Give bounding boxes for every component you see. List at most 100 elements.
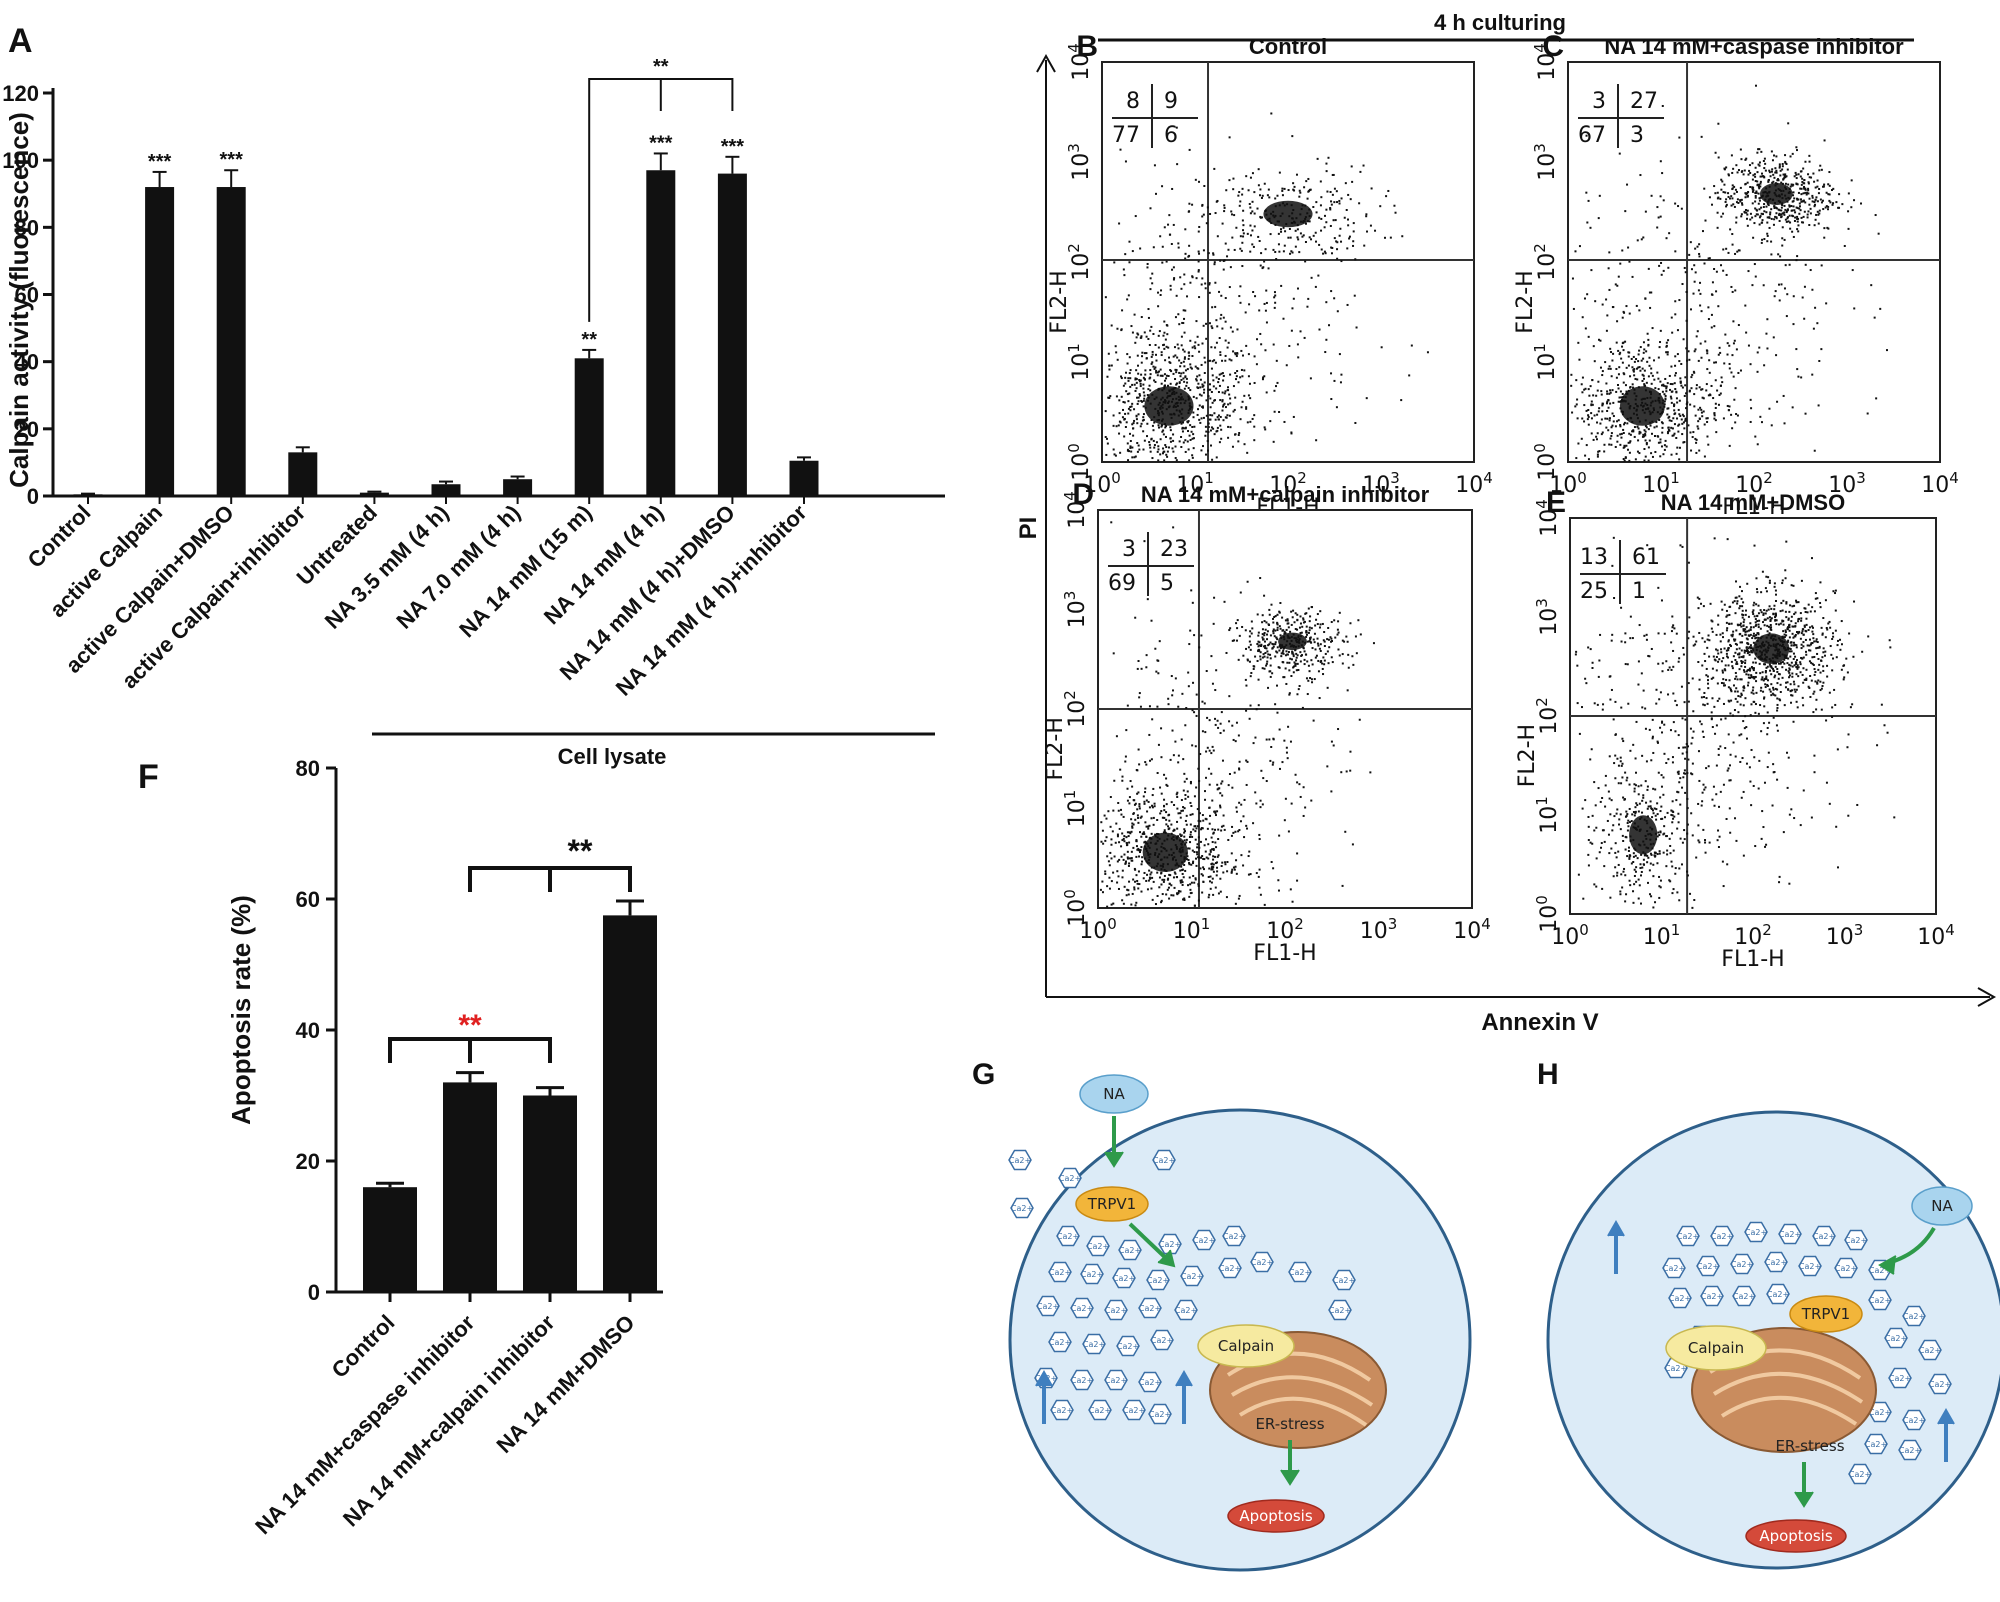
event-dot	[1185, 858, 1188, 861]
event-dot	[1167, 374, 1170, 377]
event-dot	[1717, 156, 1720, 159]
event-dot	[1140, 835, 1143, 838]
event-dot	[1272, 617, 1275, 620]
event-dot	[1141, 419, 1144, 422]
event-dot	[1638, 452, 1641, 455]
event-dot	[1199, 840, 1202, 843]
event-dot	[1174, 378, 1177, 381]
event-dot	[1770, 217, 1773, 220]
event-dot	[1659, 380, 1662, 383]
event-dot	[1183, 356, 1186, 359]
event-dot	[1699, 342, 1702, 345]
event-dot	[1779, 610, 1782, 613]
event-dot	[1644, 439, 1647, 442]
event-dot	[1135, 377, 1138, 380]
event-dot	[1172, 689, 1175, 692]
event-dot	[1151, 457, 1154, 460]
event-dot	[1139, 851, 1142, 854]
event-dot	[1741, 613, 1744, 616]
event-dot	[1149, 373, 1152, 376]
event-dot	[1128, 802, 1131, 805]
event-dot	[1851, 269, 1854, 272]
event-dot	[1245, 824, 1248, 827]
event-dot	[1642, 236, 1645, 239]
event-dot	[1165, 446, 1168, 449]
event-dot	[1610, 434, 1613, 437]
pi-axis-arrow	[1036, 53, 1056, 73]
event-dot	[1633, 814, 1636, 817]
event-dot	[1802, 704, 1805, 707]
event-dot	[1144, 761, 1147, 764]
event-dot	[1288, 693, 1291, 696]
event-dot	[1216, 416, 1219, 419]
event-dot	[1219, 877, 1222, 880]
event-dot	[1130, 850, 1133, 853]
event-dot	[1132, 799, 1135, 802]
event-dot	[1757, 604, 1760, 607]
event-dot	[1811, 194, 1814, 197]
event-dot	[1807, 210, 1810, 213]
event-dot	[1822, 647, 1825, 650]
event-dot	[1180, 287, 1183, 290]
event-dot	[1766, 630, 1769, 633]
event-dot	[1155, 369, 1158, 372]
event-dot	[1330, 398, 1333, 401]
event-dot	[1752, 669, 1755, 672]
event-dot	[1254, 295, 1257, 298]
event-dot	[1601, 796, 1604, 799]
event-dot	[1713, 414, 1716, 417]
event-dot	[1274, 294, 1277, 297]
event-dot	[1643, 429, 1646, 432]
event-dot	[1165, 377, 1168, 380]
event-dot	[1268, 624, 1271, 627]
event-dot	[1160, 425, 1163, 428]
event-dot	[1173, 346, 1176, 349]
event-dot	[1764, 683, 1767, 686]
event-dot	[1310, 276, 1313, 279]
event-dot	[1292, 297, 1295, 300]
event-dot	[1697, 839, 1700, 842]
event-dot	[1774, 593, 1777, 596]
event-dot	[1647, 446, 1650, 449]
event-dot	[1154, 380, 1157, 383]
event-dot	[1800, 216, 1803, 219]
event-dot	[1181, 881, 1184, 884]
y-tick-label: 80	[15, 215, 39, 240]
event-dot	[1195, 786, 1198, 789]
event-dot	[1241, 354, 1244, 357]
event-dot	[1698, 417, 1701, 420]
event-dot	[1645, 442, 1648, 445]
event-dot	[1296, 693, 1299, 696]
event-dot	[1757, 202, 1760, 205]
event-dot	[1621, 392, 1624, 395]
event-dot	[1662, 851, 1665, 854]
event-dot	[1319, 180, 1322, 183]
event-dot	[1173, 803, 1176, 806]
event-dot	[1647, 375, 1650, 378]
event-dot	[1607, 429, 1610, 432]
event-dot	[1618, 818, 1621, 821]
event-dot	[1136, 402, 1139, 405]
event-dot	[1226, 414, 1229, 417]
event-dot	[1150, 758, 1153, 761]
event-dot	[1238, 760, 1241, 763]
event-dot	[1697, 289, 1700, 292]
event-dot	[1644, 455, 1647, 458]
event-dot	[1599, 339, 1602, 342]
event-dot	[1148, 869, 1151, 872]
event-dot	[1755, 680, 1758, 683]
event-dot	[1172, 526, 1175, 529]
event-dot	[1746, 642, 1749, 645]
event-dot	[1135, 768, 1138, 771]
quadrant-lower-right: 3	[1630, 123, 1644, 148]
event-dot	[1124, 160, 1127, 163]
event-dot	[1152, 787, 1155, 790]
event-dot	[1112, 414, 1115, 417]
event-dot	[1176, 163, 1179, 166]
event-dot	[1310, 659, 1313, 662]
event-dot	[1151, 361, 1154, 364]
event-dot	[1204, 453, 1207, 456]
event-dot	[1365, 215, 1368, 218]
event-dot	[1768, 407, 1771, 410]
